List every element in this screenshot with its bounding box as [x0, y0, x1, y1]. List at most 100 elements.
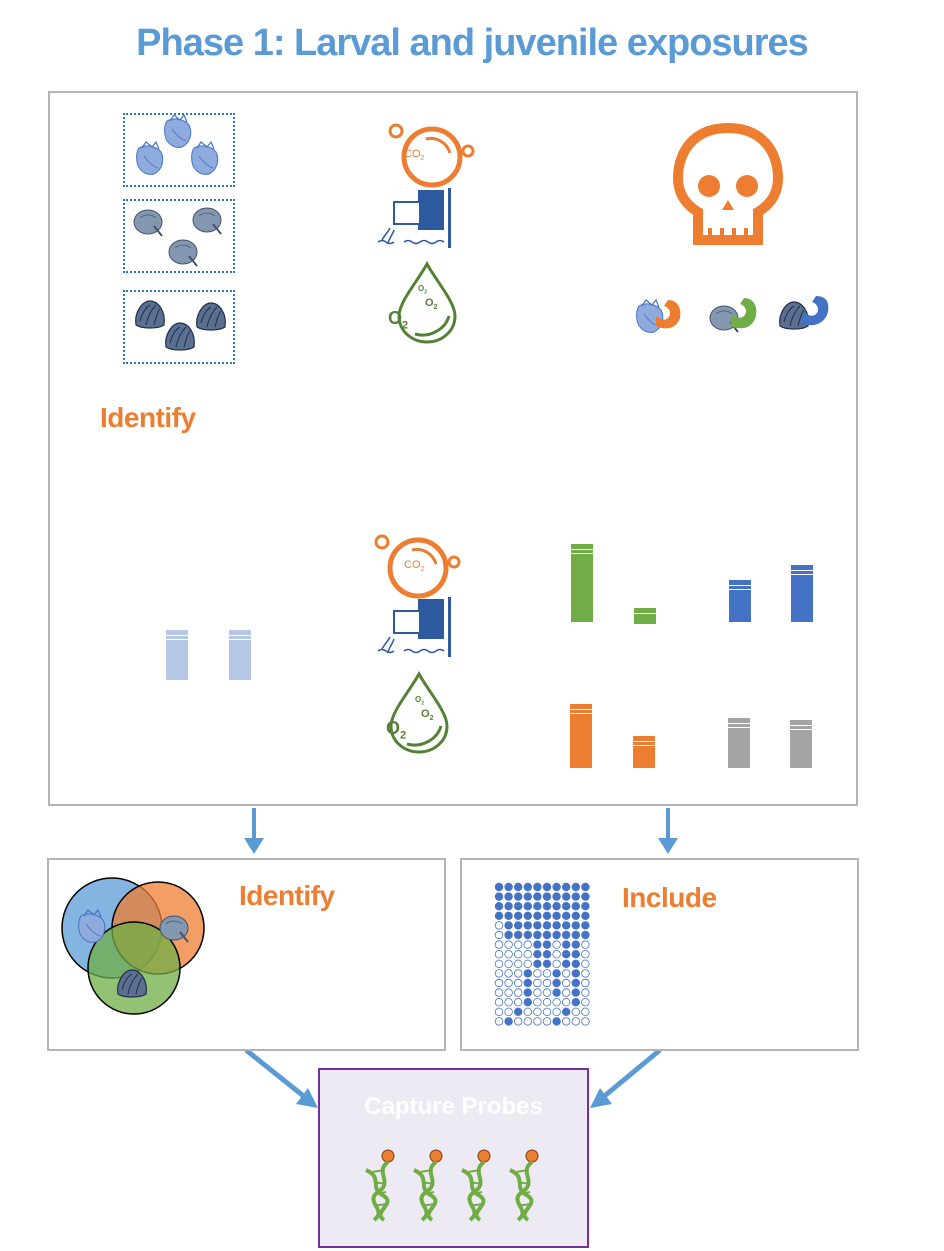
matrix-dot	[494, 921, 504, 930]
o2-text: O	[386, 718, 401, 738]
co2-icon	[390, 125, 473, 185]
gray-bar	[790, 720, 812, 768]
outflow-pipe-icon	[377, 187, 452, 249]
o2-text: O	[388, 308, 403, 328]
capture-probes-box	[318, 1068, 589, 1248]
matrix-dot	[523, 911, 532, 920]
matrix-dot	[581, 997, 590, 1007]
venn-identify-label: Identify	[239, 880, 335, 911]
matrix-dot	[561, 930, 571, 940]
matrix-dot	[514, 997, 523, 1007]
matrix-dot	[523, 949, 532, 959]
matrix-dot	[552, 978, 561, 988]
capture-probes-label: Capture Probes	[364, 1093, 543, 1120]
matrix-dot	[514, 921, 523, 930]
matrix-dot	[571, 902, 580, 911]
matrix-dot	[542, 1007, 552, 1016]
matrix-dot	[533, 988, 542, 997]
matrix-dot	[504, 882, 513, 892]
matrix-dot	[514, 959, 523, 968]
matrix-dot	[533, 911, 542, 920]
matrix-dot	[571, 930, 580, 940]
matrix-dot	[581, 978, 590, 988]
o2-text: O	[425, 297, 434, 309]
down-arrow-icon	[244, 808, 264, 854]
veliger-icon	[133, 209, 163, 237]
matrix-dot	[514, 882, 523, 892]
matrix-dot	[561, 911, 571, 920]
matrix-dot	[504, 921, 513, 930]
matrix-dot	[561, 940, 571, 949]
matrix-dot	[494, 1017, 504, 1026]
green-bar	[634, 608, 656, 624]
matrix-dot	[581, 949, 590, 959]
matrix-dot	[571, 978, 580, 988]
matrix-dot	[533, 902, 542, 911]
o2-label-small: O2	[415, 695, 424, 707]
matrix-dot	[523, 892, 532, 901]
matrix-dot	[533, 997, 542, 1007]
matrix-dot	[494, 997, 504, 1007]
gray-bar	[728, 718, 750, 768]
matrix-dot	[561, 978, 571, 988]
matrix-dot	[561, 882, 571, 892]
matrix-dot	[514, 892, 523, 901]
matrix-dot	[504, 959, 513, 968]
flexed-arm-icon	[779, 296, 829, 330]
matrix-dot	[552, 969, 561, 978]
larva-shell-icon	[164, 114, 192, 148]
o2-label-large: O2	[388, 308, 408, 332]
o2-subscript: 2	[402, 319, 409, 332]
matrix-dot	[571, 921, 580, 930]
matrix-dot	[581, 892, 590, 901]
matrix-dot	[494, 978, 504, 988]
skull-icon	[672, 122, 784, 245]
oyster-icon	[165, 322, 195, 351]
matrix-dot	[514, 1017, 523, 1026]
oyster-icon	[135, 300, 165, 329]
matrix-dot	[542, 911, 552, 920]
matrix-dot	[523, 988, 532, 997]
down-arrow-icon	[658, 808, 678, 854]
matrix-dot	[523, 959, 532, 968]
matrix-dot	[571, 940, 580, 949]
matrix-dot	[504, 969, 513, 978]
matrix-dot	[514, 988, 523, 997]
matrix-dot	[494, 969, 504, 978]
larva-shell-icon	[191, 141, 219, 175]
matrix-dot	[552, 930, 561, 940]
matrix-dot	[581, 911, 590, 920]
matrix-dot	[542, 978, 552, 988]
matrix-dot	[561, 959, 571, 968]
orange-bar	[633, 736, 655, 768]
dna-probe-icon	[364, 1148, 396, 1222]
matrix-dot	[514, 911, 523, 920]
matrix-dot	[504, 997, 513, 1007]
matrix-dot	[523, 1007, 532, 1016]
matrix-dot	[581, 930, 590, 940]
larva-shell-icon	[136, 141, 164, 175]
matrix-dot	[504, 930, 513, 940]
matrix-dot	[552, 949, 561, 959]
matrix-dot	[571, 892, 580, 901]
page-title: Phase 1: Larval and juvenile exposures	[136, 22, 809, 64]
dna-probe-icon	[460, 1148, 492, 1222]
light-blue-bar	[229, 630, 251, 680]
matrix-dot	[552, 911, 561, 920]
matrix-dot	[533, 940, 542, 949]
dna-probe-icon	[508, 1148, 540, 1222]
matrix-dot	[581, 1007, 590, 1016]
matrix-dot	[542, 882, 552, 892]
matrix-dot	[571, 882, 580, 892]
matrix-dot	[504, 978, 513, 988]
co2-text: CO	[404, 559, 421, 571]
matrix-dot	[523, 902, 532, 911]
matrix-dot	[504, 902, 513, 911]
venn-diagram	[61, 877, 205, 1015]
matrix-dot	[514, 969, 523, 978]
outflow-pipe-icon	[377, 596, 452, 658]
matrix-dot	[542, 930, 552, 940]
dna-probe-row	[364, 1148, 540, 1222]
matrix-dot	[514, 930, 523, 940]
